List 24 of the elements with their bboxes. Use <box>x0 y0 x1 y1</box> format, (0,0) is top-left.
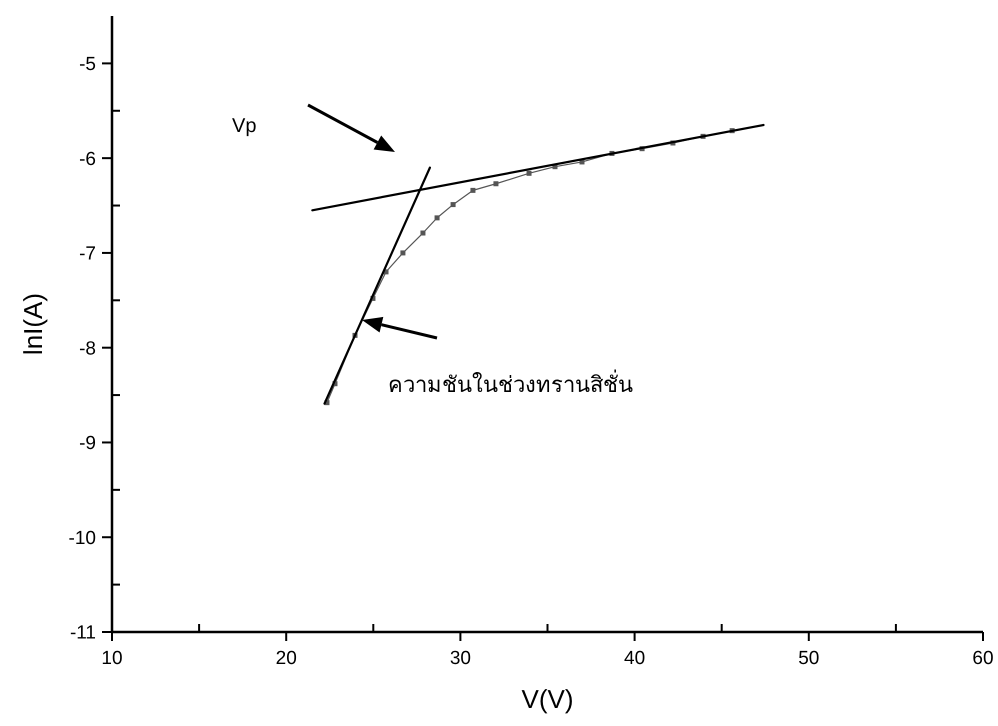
annotation: ความชันในช่วงทรานสิชั่น <box>388 369 633 397</box>
x-tick-label: 60 <box>972 648 994 669</box>
y-tick-label: -5 <box>79 54 96 76</box>
y-tick-label: -6 <box>79 148 96 170</box>
x-tick-label: 40 <box>624 648 646 669</box>
point <box>470 188 476 193</box>
y-tick-label: -10 <box>68 528 96 549</box>
point <box>420 230 426 236</box>
annotation: Vp <box>232 115 256 137</box>
y-tick-label: -8 <box>79 338 96 360</box>
y-axis-title: lnI(A) <box>18 292 48 356</box>
x-tick-label: 20 <box>276 648 297 669</box>
x-axis-title: V(V) <box>522 684 574 714</box>
x-tick-label: 30 <box>450 648 471 669</box>
y-tick-label: -11 <box>70 622 96 644</box>
point <box>450 202 456 208</box>
point <box>526 170 532 176</box>
x-tick-label: 10 <box>101 648 123 669</box>
y-tick-label: -9 <box>79 433 96 454</box>
point <box>400 250 406 256</box>
y-tick-label: -7 <box>79 244 96 265</box>
x-tick-label: 50 <box>798 648 820 669</box>
point <box>493 181 498 186</box>
point <box>434 215 440 220</box>
